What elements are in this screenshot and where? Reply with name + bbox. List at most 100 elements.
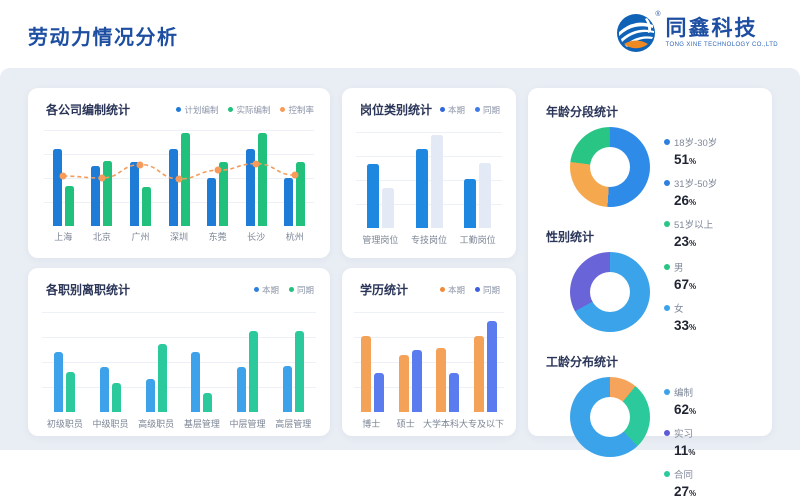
bar-group [453,132,502,228]
x-axis-label: 杭州 [285,232,304,242]
bar-实际编制[interactable] [296,161,306,226]
legend-item[interactable]: 男 67% [664,260,772,292]
trend-line-point[interactable] [175,175,183,183]
brand-logo-icon: ® [616,11,661,54]
donut-legend: 18岁-30岁 51% 31岁-50岁 26% 51岁以上 23% [664,135,772,249]
bar-本期[interactable] [398,355,409,412]
bar-实际编制[interactable] [141,186,151,226]
legend-value: 27% [674,484,697,499]
legend-item-计划编制[interactable]: 计划编制 [176,104,218,116]
legend-item-本期[interactable]: 本期 [439,104,465,116]
x-axis-label: 大专及以下 [458,419,504,429]
legend-label: 实际编制 [236,104,271,115]
legend-label: 实习 [674,429,694,440]
bar-本期[interactable] [100,367,109,412]
bar-同期[interactable] [66,372,76,412]
legend-item-header: 实习 [664,426,729,440]
legend-value: 11% [674,443,696,458]
bar-同期[interactable] [479,162,492,228]
bar-group [198,130,237,226]
legend-dot-icon [228,107,234,112]
legend-item[interactable]: 编制 62% [664,385,729,417]
bar-同期[interactable] [294,331,304,412]
bar-同期[interactable] [249,331,259,412]
bar-本期[interactable] [237,367,247,412]
legend-item-本期[interactable]: 本期 [439,284,465,296]
bar-计划编制[interactable] [207,178,217,226]
bar-本期[interactable] [191,352,201,412]
donut-hole [590,147,630,187]
bar-同期[interactable] [381,187,394,228]
bar-同期[interactable] [203,393,213,412]
legend-label: 合同 [674,470,694,481]
legend-item-header: 男 [664,260,772,274]
trend-line-point[interactable] [98,174,106,182]
legend-item-实际编制[interactable]: 实际编制 [228,104,270,116]
donut-legend: 编制 62% 实习 11% 合同 27% [664,385,772,499]
x-axis-label: 高级职员 [138,419,175,429]
bar-本期[interactable] [436,348,447,412]
bar-本期[interactable] [366,163,379,228]
bar-本期[interactable] [361,336,372,412]
bar-计划编制[interactable] [284,178,294,226]
trend-line-point[interactable] [59,172,67,180]
bar-实际编制[interactable] [219,161,229,226]
legend-unit: % [689,282,697,291]
legend-item[interactable]: 18岁-30岁 51% [664,135,729,167]
legend-item-本期[interactable]: 本期 [253,284,279,296]
bar-group [275,130,314,226]
bar-同期[interactable] [411,350,422,412]
bar-实际编制[interactable] [64,185,74,226]
trend-line-point[interactable] [214,166,222,174]
trend-line-point[interactable] [136,161,144,169]
legend-item[interactable]: 女 33% [664,301,772,333]
legend-dot-icon [439,107,445,112]
bar-计划编制[interactable] [91,166,101,226]
bar-实际编制[interactable] [103,160,113,226]
bar-计划编制[interactable] [129,161,139,226]
legend-dot-icon [664,221,670,227]
bar-同期[interactable] [430,134,443,228]
legend-dot-icon [664,305,670,311]
bar-本期[interactable] [145,379,155,412]
legend-item-同期[interactable]: 同期 [288,284,314,296]
bar-本期[interactable] [415,149,428,228]
bar-计划编制[interactable] [168,149,178,226]
bar-同期[interactable] [157,344,167,412]
bar-同期[interactable] [374,373,385,412]
x-axis-label: 基层管理 [183,419,220,429]
donut-chart[interactable] [570,252,650,332]
legend-dot-icon [664,264,670,270]
bar-同期[interactable] [449,373,460,412]
bar-实际编制[interactable] [180,132,190,226]
bar-本期[interactable] [282,366,292,412]
bar-本期[interactable] [473,336,484,412]
legend-dot-icon [253,287,259,292]
legend-unit: % [689,157,697,166]
bar-group [179,312,225,412]
bar-本期[interactable] [54,352,64,412]
legend-dot-icon [439,287,445,292]
chart-gender: 男 67% 女 33% [528,252,772,333]
legend-item-同期[interactable]: 同期 [474,104,500,116]
trend-line-point[interactable] [252,160,260,168]
bar-计划编制[interactable] [245,149,255,226]
trend-line-point[interactable] [291,171,299,179]
legend-item-控制率[interactable]: 控制率 [280,104,314,116]
panel-resignation-by-level: 各职别离职统计 本期 同期 初级职员 中级职员 高级职员 基层管理 中层管理 高层管理 [28,268,330,436]
x-axis-labels: 初级职员 中级职员 高级职员 基层管理 中层管理 高层管理 [42,417,316,430]
legend-item[interactable]: 31岁-50岁 26% [664,176,729,208]
legend-item[interactable]: 合同 27% [664,467,729,499]
bar-实际编制[interactable] [257,132,267,226]
bar-本期[interactable] [464,179,477,228]
legend-item-同期[interactable]: 同期 [474,284,500,296]
legend-dot-icon [474,287,480,292]
donut-chart[interactable] [570,127,650,207]
donut-chart[interactable] [570,377,650,457]
legend-item[interactable]: 51岁以上 23% [664,217,729,249]
bar-同期[interactable] [486,321,497,412]
bar-同期[interactable] [112,383,121,412]
legend-item[interactable]: 实习 11% [664,426,729,458]
bar-计划编制[interactable] [52,149,62,226]
chart-legend: 本期 同期 [253,284,314,296]
